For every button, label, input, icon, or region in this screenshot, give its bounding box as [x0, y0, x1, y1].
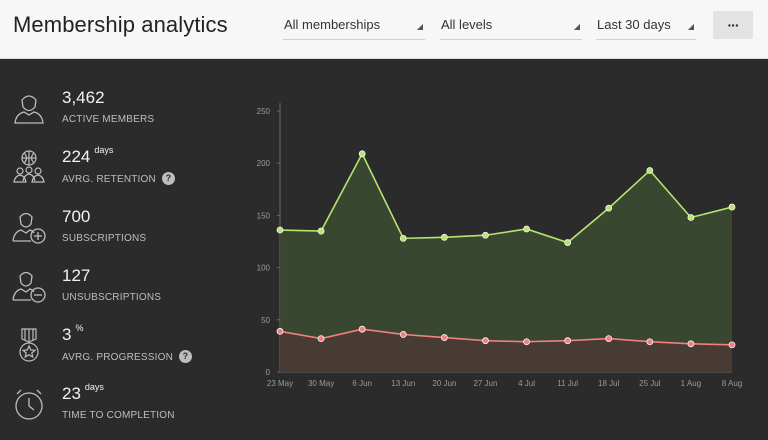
x-tick-label: 27 Jun — [473, 379, 497, 388]
data-point-green — [276, 226, 284, 234]
page-title: Membership analytics — [13, 12, 228, 37]
data-point-red — [646, 338, 654, 346]
user-icon — [14, 95, 44, 124]
stat-value: 23 — [62, 384, 81, 403]
x-tick-label: 18 Jul — [598, 379, 620, 388]
data-point-green — [358, 150, 366, 158]
header-bar: Membership analytics All memberships ◢ A… — [0, 0, 768, 59]
data-point-green — [605, 204, 613, 212]
x-tick-label: 4 Jul — [518, 379, 535, 388]
x-tick-label: 20 Jun — [432, 379, 456, 388]
stat-label: TIME TO COMPLETION — [62, 410, 175, 421]
stat-value: 700 — [62, 207, 91, 226]
x-tick-label: 13 Jun — [391, 379, 415, 388]
y-tick-label: 50 — [261, 316, 270, 325]
more-options-button[interactable]: ··· — [713, 11, 753, 39]
series-area-green — [280, 153, 732, 372]
x-tick-label: 6 Jun — [352, 379, 372, 388]
user-add-icon — [12, 212, 46, 244]
stat-unit: % — [75, 323, 84, 333]
stat-value: 3,462 — [62, 88, 105, 107]
group-globe-icon — [13, 150, 45, 183]
data-point-green — [440, 233, 448, 241]
series-line-red — [279, 328, 733, 346]
y-tick-label: 0 — [266, 368, 271, 377]
x-tick-label: 25 Jul — [639, 379, 661, 388]
more-icon: ··· — [727, 17, 740, 33]
stat-label: UNSUBSCRIPTIONS — [62, 292, 162, 303]
data-point-green — [317, 227, 325, 235]
data-point-red — [605, 335, 613, 342]
medal-icon — [19, 328, 39, 362]
data-point-red — [728, 341, 736, 349]
date-range-value: Last 30 days — [597, 17, 671, 32]
stat-unit: days — [94, 145, 114, 155]
date-range-select[interactable]: Last 30 days ◢ — [596, 9, 696, 40]
membership-chart: 0 50 100 150 200 250 23 May 30 May 6 Jun 13 Jun 20… — [257, 103, 742, 388]
y-tick-label: 250 — [257, 107, 271, 116]
data-point-red — [276, 327, 284, 335]
stat-label: ACTIVE MEMBERS — [62, 114, 155, 125]
stat-avg-progression: 3% AVRG. PROGRESSION? — [0, 323, 220, 381]
stat-avg-retention: 224 days AVRG. RETENTION? — [0, 145, 220, 203]
stat-value: 3 — [62, 325, 72, 344]
caret-icon: ◢ — [416, 22, 423, 31]
x-tick-label: 30 May — [308, 379, 334, 388]
membership-filter-value: All memberships — [284, 17, 381, 32]
level-filter-select[interactable]: All levels ◢ — [440, 9, 582, 40]
stat-label: SUBSCRIPTIONS — [62, 233, 147, 244]
data-point-red — [358, 325, 366, 333]
user-remove-icon — [12, 271, 46, 303]
caret-icon: ◢ — [687, 22, 694, 31]
help-icon[interactable]: ? — [179, 350, 193, 363]
data-point-red — [564, 337, 572, 345]
stat-subscriptions: 700 SUBSCRIPTIONS — [0, 207, 220, 263]
y-tick-label: 200 — [257, 159, 271, 168]
caret-icon: ◢ — [573, 22, 580, 31]
data-point-red — [399, 331, 407, 338]
stat-label: AVRG. RETENTION — [62, 174, 156, 186]
x-tick-label: 1 Aug — [681, 379, 701, 388]
membership-filter-select[interactable]: All memberships ◢ — [283, 9, 425, 40]
data-point-red — [482, 337, 489, 345]
data-point-green — [646, 167, 654, 174]
clock-icon — [15, 389, 43, 420]
y-tick-label: 100 — [257, 264, 271, 273]
data-point-green — [728, 203, 736, 211]
data-point-red — [440, 334, 448, 341]
stat-value: 127 — [62, 266, 91, 285]
x-tick-label: 8 Aug — [722, 379, 742, 388]
stat-time-to-completion: 23 days TIME TO COMPLETION — [0, 382, 220, 440]
stat-unsubscriptions: 127 UNSUBSCRIPTIONS — [0, 266, 220, 322]
stat-unit: days — [84, 382, 104, 392]
data-point-green — [564, 239, 572, 246]
data-point-green — [482, 231, 489, 239]
data-point-green — [399, 234, 407, 242]
data-point-green — [523, 225, 530, 233]
data-point-green — [687, 214, 695, 221]
stat-label: AVRG. PROGRESSION — [62, 352, 174, 364]
stat-value: 224 — [62, 147, 91, 166]
data-point-red — [687, 340, 695, 348]
data-point-red — [523, 338, 530, 346]
x-tick-label: 11 Jul — [557, 379, 578, 388]
y-tick-label: 150 — [257, 211, 271, 220]
help-icon[interactable]: ? — [161, 172, 175, 185]
x-tick-label: 23 May — [267, 379, 293, 388]
level-filter-value: All levels — [441, 17, 493, 32]
series-line-green — [279, 152, 733, 244]
data-point-red — [317, 335, 325, 342]
stat-active-members: 3,462 ACTIVE MEMBERS — [0, 88, 220, 144]
